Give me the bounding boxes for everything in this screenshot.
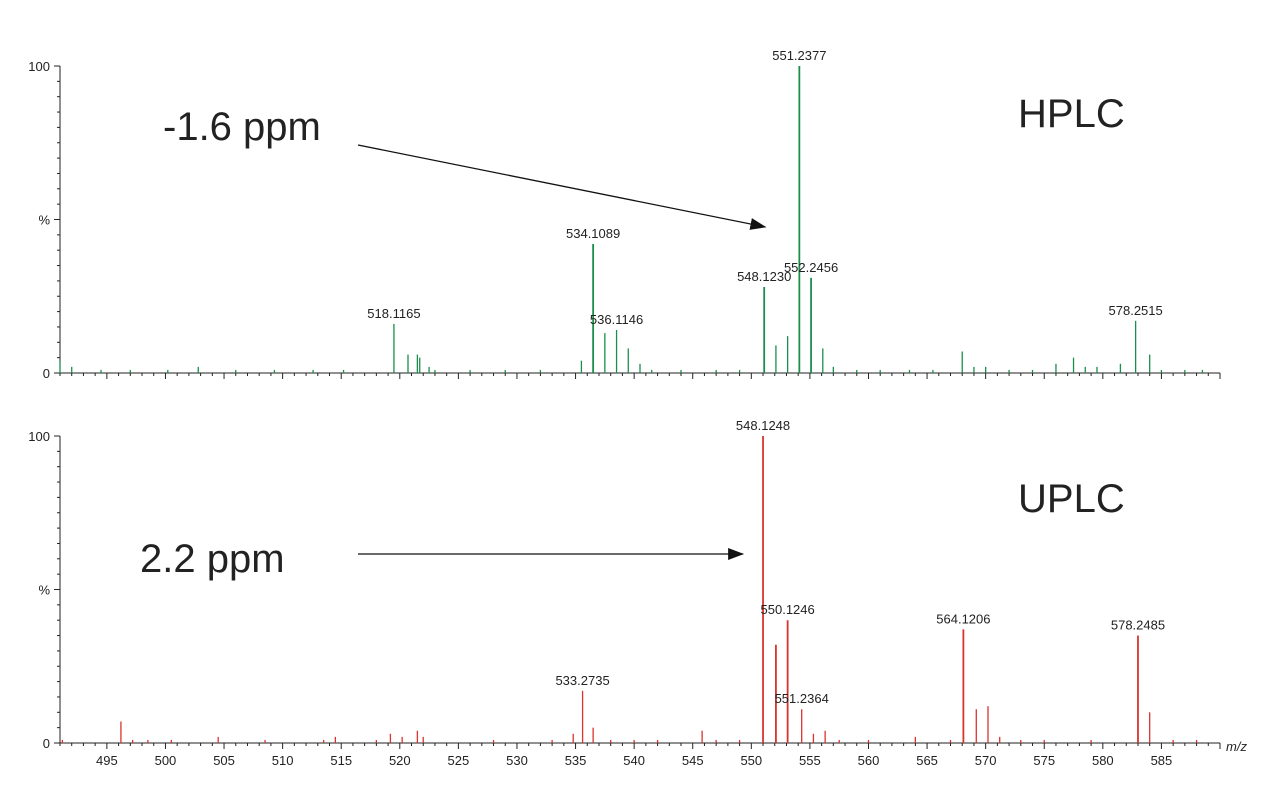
hplc-y-tick-label: % [38, 213, 50, 228]
uplc-x-tick-label: 540 [623, 753, 645, 768]
uplc-x-tick-label: 515 [330, 753, 352, 768]
uplc-method-label: UPLC [1018, 477, 1125, 521]
uplc-x-tick-label: 510 [272, 753, 294, 768]
uplc-y-tick-label: 0 [43, 736, 50, 751]
uplc-peak-label: 578.2485 [1111, 618, 1165, 633]
uplc-peak-label: 550.1246 [761, 602, 815, 617]
uplc-peak-label: 548.1248 [736, 418, 790, 433]
hplc-spectrum-panel: 0% 100 518.1165 534.1089 536.1146 548.1230 551… [28, 48, 1221, 381]
uplc-x-tick-label: 500 [155, 753, 177, 768]
uplc-x-tick-label: 575 [1033, 753, 1055, 768]
hplc-ppm-arrow [357, 144, 767, 230]
hplc-peak-label: 578.2515 [1109, 303, 1163, 318]
uplc-x-tick-label: 555 [799, 753, 821, 768]
hplc-y-tick-label: 100 [28, 59, 50, 74]
uplc-x-tick-label: 580 [1092, 753, 1114, 768]
x-axis-label: m/z [1226, 739, 1247, 754]
uplc-x-tick-label: 520 [389, 753, 411, 768]
uplc-x-tick-label: 550 [740, 753, 762, 768]
uplc-peak-label: 551.2364 [775, 691, 829, 706]
uplc-ppm-annotation: 2.2 ppm [140, 537, 285, 581]
hplc-peak-label: 518.1165 [367, 306, 420, 321]
uplc-x-tick-label: 565 [916, 753, 938, 768]
hplc-peak-label: 536.1146 [590, 312, 643, 327]
hplc-method-label: HPLC [1018, 92, 1125, 136]
hplc-peak-label: 551.2377 [772, 48, 826, 63]
hplc-y-tick-label: 0 [43, 366, 50, 381]
uplc-x-tick-label: 535 [565, 753, 587, 768]
uplc-y-tick-label: % [38, 583, 50, 598]
uplc-x-tick-label: 570 [975, 753, 997, 768]
uplc-y-tick-label: 100 [28, 429, 50, 444]
uplc-x-tick-label: 525 [448, 753, 470, 768]
uplc-x-tick-label: 495 [96, 753, 118, 768]
hplc-ppm-annotation: -1.6 ppm [163, 105, 321, 149]
uplc-peak-label: 564.1206 [936, 611, 990, 626]
uplc-x-tick-label: 530 [506, 753, 528, 768]
uplc-spectrum-panel: 0% 100 533.2735 548.1248 550.1246 551.2364 564… [28, 418, 1247, 768]
hplc-peak-label: 552.2456 [784, 260, 838, 275]
uplc-x-tick-label: 585 [1151, 753, 1173, 768]
uplc-x-tick-label: 545 [682, 753, 704, 768]
hplc-peak-label: 548.1230 [737, 269, 791, 284]
uplc-x-tick-label: 560 [858, 753, 880, 768]
uplc-x-tick-label: 505 [213, 753, 235, 768]
hplc-peak-label: 534.1089 [566, 226, 620, 241]
uplc-peak-label: 533.2735 [555, 673, 609, 688]
